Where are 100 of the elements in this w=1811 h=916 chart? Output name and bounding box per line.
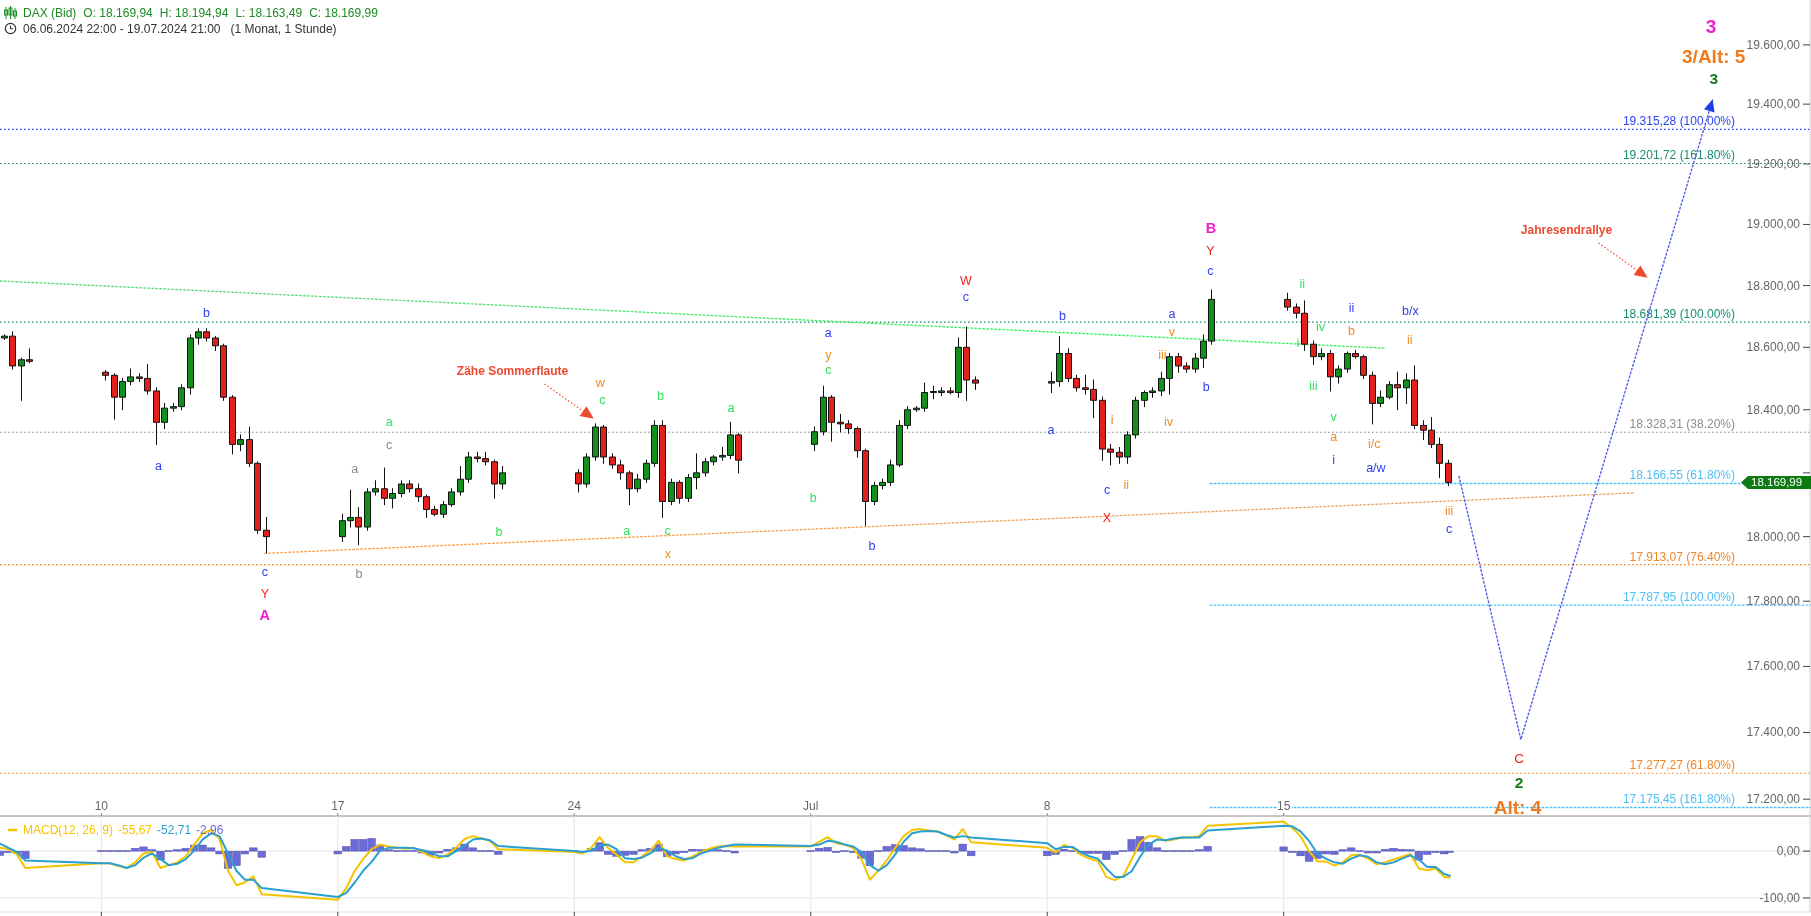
annotation: a <box>824 325 832 340</box>
annotation: a <box>1047 422 1055 437</box>
y-tick-label: 17.600,00 <box>1746 659 1801 674</box>
y-tick-label: 18.600,00 <box>1746 340 1801 355</box>
annotation: b <box>1058 308 1066 323</box>
annotation: 2 <box>1514 774 1524 792</box>
annotation: 3/Alt: 5 <box>1682 46 1746 68</box>
annotation: a <box>385 415 393 430</box>
annotation: b <box>495 524 503 539</box>
y-tick-label: 19.400,00 <box>1746 97 1801 112</box>
legend-label: MACD(12, 26, 9) <box>23 823 114 837</box>
annotation: Y <box>1206 243 1216 258</box>
annotation: a <box>1330 429 1338 444</box>
annotation: a <box>351 462 359 477</box>
annotation: W <box>959 274 972 289</box>
annotation: b <box>656 388 664 403</box>
y-tick-label: 17.200,00 <box>1746 792 1801 807</box>
annotation: b <box>1202 380 1210 395</box>
y-tick-label: 19.000,00 <box>1746 217 1801 232</box>
y-tick-label: 19.600,00 <box>1746 37 1801 52</box>
annotation: -55,67 <box>118 823 153 837</box>
annotation: x <box>664 547 672 562</box>
series-label: 18.166,55 (61.80%) <box>1629 468 1735 483</box>
annotation: b <box>868 539 876 554</box>
annotation: iii <box>1445 504 1454 519</box>
annotation: 3 <box>1705 16 1717 38</box>
annotation: a <box>623 524 631 539</box>
x-tick-label: 10 <box>94 799 109 813</box>
text: DAX (Bid) <box>23 6 77 20</box>
annotation: a/w <box>1366 461 1387 476</box>
annotation: b <box>355 566 363 581</box>
annotation: c <box>1103 482 1111 497</box>
annotation: 18.169,99 <box>1751 476 1803 489</box>
annotation: ii <box>1123 477 1130 492</box>
annotation: A <box>259 606 271 623</box>
annotation: i <box>1110 413 1114 428</box>
y-tick-label: -100,00 <box>1759 890 1801 905</box>
ref-line-label: 18.328,31 (38.20%) <box>1629 417 1735 432</box>
x-tick-label: Jul <box>803 799 819 813</box>
annotation: a <box>1168 307 1176 322</box>
annotation: v <box>1168 324 1176 339</box>
annotation: Y <box>260 586 270 601</box>
annotation: i <box>1296 335 1300 350</box>
annotation: H: 18.194,94 <box>159 6 229 20</box>
annotation: C: 18.169,99 <box>309 6 379 20</box>
y-tick-label: 18.400,00 <box>1746 402 1801 417</box>
annotation: O: 18.169,94 <box>83 6 154 20</box>
annotation: iv <box>1316 320 1326 335</box>
annotation: b <box>1348 323 1356 338</box>
annotation: c <box>386 438 393 452</box>
annotation: Jahresendrallye <box>1520 222 1613 237</box>
annotation: B <box>1205 220 1217 237</box>
y-tick-label: 0,00 <box>1776 844 1801 859</box>
annotation: b <box>202 305 210 320</box>
ref-line-label: 17.277,27 (61.80%) <box>1629 758 1735 773</box>
annotation: L: 18.163,49 <box>235 6 303 20</box>
y-tick-label: 17.400,00 <box>1746 725 1801 740</box>
ref-line-label: 18.681,39 (100.00%) <box>1622 307 1735 322</box>
annotation: c <box>1446 521 1453 536</box>
y-tick-label: 19.200,00 <box>1746 156 1801 171</box>
annotation: ii <box>1348 301 1355 316</box>
annotation: v <box>1330 409 1338 424</box>
annotation: i <box>1332 452 1336 467</box>
annotation: ii <box>1406 333 1413 348</box>
annotation: C <box>1514 750 1525 766</box>
annotation: b/x <box>1402 304 1420 319</box>
y-tick-label: 17.800,00 <box>1746 594 1801 609</box>
y-tick-label: 18.800,00 <box>1746 278 1801 293</box>
annotation: iii <box>1158 347 1167 362</box>
annotation: -52,71 <box>157 823 192 837</box>
annotation: c <box>664 523 671 538</box>
annotation: Alt: 4 <box>1493 797 1542 819</box>
annotation: iv <box>1163 414 1174 429</box>
annotation: c <box>599 393 606 408</box>
annotation: c <box>962 290 969 305</box>
series-label: 17.787,95 (100.00%) <box>1622 590 1735 605</box>
annotation: c <box>1207 264 1214 279</box>
ref-line-label: 19.315,28 (100,00%) <box>1622 114 1735 129</box>
annotation: c <box>825 363 832 378</box>
annotation: -2,96 <box>196 823 224 837</box>
ref-line-label: 19.201,72 (161.80%) <box>1622 148 1735 163</box>
x-tick-label: 24 <box>567 799 582 813</box>
annotation: i/c <box>1367 437 1381 452</box>
ref-line-label: 17.913,07 (76.40%) <box>1629 549 1735 564</box>
annotation: X <box>1102 511 1112 526</box>
annotation: 3 <box>1709 70 1719 88</box>
series-label: 17.175,45 (161.80%) <box>1622 792 1735 807</box>
annotation: c <box>261 565 268 580</box>
annotation: a <box>727 400 735 415</box>
annotation: iii <box>1309 378 1318 393</box>
text: 06.06.2024 22:00 - 19.07.2024 21:00 (1 Monat, 1 Stunde) <box>23 22 337 36</box>
annotation: w <box>594 376 606 391</box>
annotation: Zähe Sommerflaute <box>456 363 569 378</box>
annotation: a <box>154 459 162 474</box>
annotation: y <box>825 347 833 362</box>
annotation: ii <box>1299 277 1306 292</box>
x-tick-label: 8 <box>1043 799 1051 813</box>
y-tick-label: 18.000,00 <box>1746 529 1801 544</box>
x-tick-label: 17 <box>331 799 345 813</box>
annotation: b <box>809 490 817 505</box>
